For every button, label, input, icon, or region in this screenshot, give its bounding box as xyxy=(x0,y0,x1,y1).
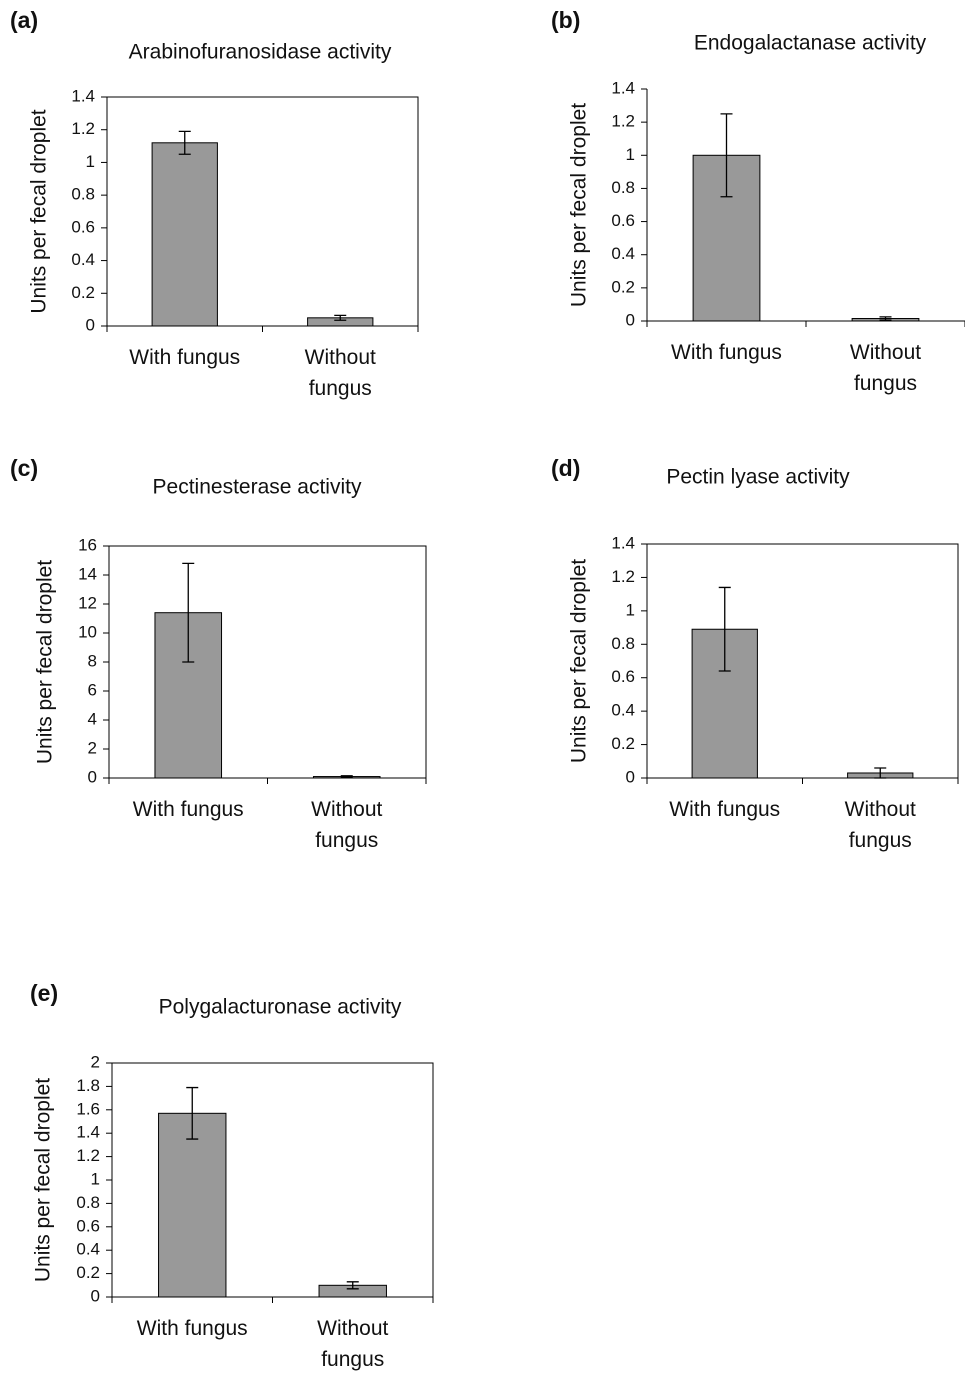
y-tick-label: 0 xyxy=(88,767,97,786)
error-bar xyxy=(182,562,195,663)
error-bar xyxy=(718,586,731,672)
y-tick-label: 1.4 xyxy=(76,1123,100,1142)
y-tick-label: 0.2 xyxy=(71,283,95,302)
y-tick-label: 8 xyxy=(88,651,97,670)
y-tick-label: 2 xyxy=(91,1052,100,1071)
y-tick-label: 4 xyxy=(88,709,97,728)
error-bar xyxy=(720,113,733,198)
y-tick-label: 0.8 xyxy=(76,1193,100,1212)
y-axis-label: Units per fecal droplet xyxy=(568,559,591,763)
panel-label: (d) xyxy=(551,455,580,481)
y-tick-label: 1 xyxy=(86,152,95,171)
chart-title: Pectinesterase activity xyxy=(153,476,362,499)
x-tick-label: With fungus xyxy=(136,1317,248,1340)
y-tick-label: 0.6 xyxy=(76,1216,100,1235)
x-tick-label: Without fungus xyxy=(304,346,376,400)
y-tick-label: 1.2 xyxy=(71,119,95,138)
bar xyxy=(158,1112,227,1298)
error-bar xyxy=(346,1281,359,1290)
chart-title: Endogalactanase activity xyxy=(694,32,927,55)
error-bar xyxy=(334,314,347,321)
x-tick-label: Without fungus xyxy=(844,798,916,852)
y-tick-label: 12 xyxy=(78,593,97,612)
y-axis-label: Units per fecal droplet xyxy=(28,109,51,313)
y-tick-label: 1 xyxy=(626,600,635,619)
y-tick-label: 0.6 xyxy=(611,667,635,686)
panel-label: (c) xyxy=(10,455,38,481)
panel-label: (e) xyxy=(30,980,58,1006)
y-tick-label: 1.2 xyxy=(611,112,635,131)
y-tick-label: 1 xyxy=(91,1169,100,1188)
y-tick-label: 1.2 xyxy=(76,1146,100,1165)
y-tick-label: 14 xyxy=(78,564,97,583)
y-tick-label: 16 xyxy=(78,535,97,554)
y-tick-label: 1.2 xyxy=(611,567,635,586)
y-tick-label: 0 xyxy=(91,1286,100,1305)
y-tick-label: 0.8 xyxy=(71,185,95,204)
y-tick-label: 1 xyxy=(626,145,635,164)
panel-label: (a) xyxy=(10,7,38,33)
chart-title: Polygalacturonase activity xyxy=(159,996,402,1019)
x-tick-label: Without fungus xyxy=(317,1317,389,1371)
y-tick-label: 1.6 xyxy=(76,1099,100,1118)
x-tick-label: Without fungus xyxy=(849,341,922,395)
y-tick-label: 10 xyxy=(78,622,97,641)
y-axis-label: Units per fecal droplet xyxy=(568,103,591,307)
bar xyxy=(151,142,218,327)
y-axis-label: Units per fecal droplet xyxy=(34,560,57,764)
chart-title: Arabinofuranosidase activity xyxy=(129,41,392,64)
y-tick-label: 0.4 xyxy=(76,1240,100,1259)
y-tick-label: 1.4 xyxy=(611,533,635,552)
y-tick-label: 0.2 xyxy=(611,734,635,753)
y-tick-label: 6 xyxy=(88,680,97,699)
x-tick-label: With fungus xyxy=(132,798,244,821)
x-tick-label: With fungus xyxy=(669,798,781,821)
y-tick-label: 1.4 xyxy=(611,78,635,97)
panel-label: (b) xyxy=(551,7,580,33)
chart-title: Pectin lyase activity xyxy=(666,466,850,489)
y-tick-label: 0 xyxy=(626,310,635,329)
y-tick-label: 0.4 xyxy=(611,244,635,263)
error-bar xyxy=(879,316,892,321)
y-tick-label: 2 xyxy=(88,738,97,757)
y-tick-label: 1.4 xyxy=(71,86,95,105)
error-bar xyxy=(186,1086,199,1140)
y-tick-label: 0 xyxy=(626,767,635,786)
y-tick-label: 0 xyxy=(86,315,95,334)
y-axis-label: Units per fecal droplet xyxy=(32,1078,55,1282)
x-tick-label: With fungus xyxy=(129,346,241,369)
y-tick-label: 0.8 xyxy=(611,634,635,653)
y-tick-label: 0.2 xyxy=(611,277,635,296)
error-bar xyxy=(340,775,353,778)
y-tick-label: 0.8 xyxy=(611,178,635,197)
y-tick-label: 0.4 xyxy=(71,250,95,269)
y-tick-label: 0.6 xyxy=(611,211,635,230)
y-tick-label: 0.4 xyxy=(611,701,635,720)
y-tick-label: 0.6 xyxy=(71,217,95,236)
x-tick-label: Without fungus xyxy=(311,798,383,852)
x-tick-label: With fungus xyxy=(671,341,782,364)
y-tick-label: 0.2 xyxy=(76,1263,100,1282)
error-bar xyxy=(874,767,887,779)
error-bar xyxy=(178,130,191,155)
y-tick-label: 1.8 xyxy=(76,1076,100,1095)
